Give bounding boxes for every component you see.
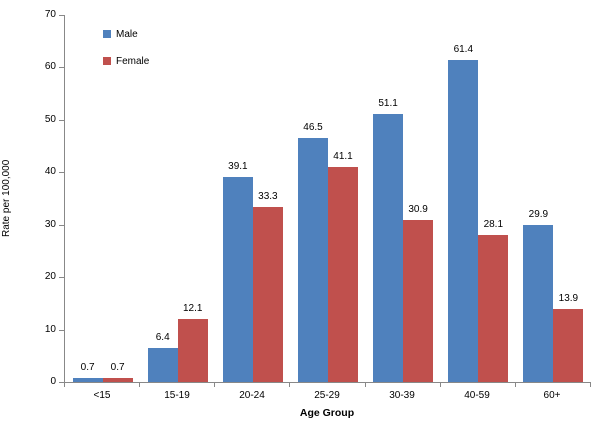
y-axis-tick: [59, 225, 64, 226]
bar-female-20-24: [252, 207, 283, 382]
legend-item-male: Male: [103, 28, 149, 40]
data-label-female-20-24: 33.3: [258, 191, 278, 203]
data-label-female-30-39: 30.9: [408, 204, 428, 215]
data-label-female-15: 0.7: [110, 362, 125, 374]
x-axis-tick: [365, 383, 366, 387]
y-axis-tick-label: 60: [44, 61, 56, 72]
legend: Male Female: [103, 28, 149, 82]
y-axis-tick-label: 0: [50, 376, 56, 387]
x-axis-tick: [590, 383, 591, 387]
female-color-swatch: [103, 57, 111, 65]
male-color-swatch: [103, 30, 111, 38]
x-axis-tick: [515, 383, 516, 387]
legend-label-female: Female: [116, 55, 150, 67]
y-axis-tick-label: 70: [44, 9, 56, 20]
bar-female-25-29: [328, 166, 358, 382]
bar-female-15-19: [177, 318, 208, 382]
legend-label-male: Male: [116, 28, 138, 40]
bar-female-15: [102, 378, 133, 382]
bar-male-30-39: [373, 114, 404, 382]
bar-male-25-29: [298, 138, 328, 382]
x-axis-category-label: <15: [93, 390, 111, 401]
x-axis-title: Age Group: [299, 407, 355, 419]
x-axis-category-label: 20-24: [239, 390, 265, 401]
y-axis-tick: [59, 277, 64, 278]
y-axis-tick-label: 10: [44, 324, 56, 335]
data-label-female-60+: 13.9: [558, 293, 579, 305]
x-axis-tick: [440, 383, 441, 387]
data-label-male-20-24: 39.1: [228, 161, 248, 172]
bar-male-20-24: [222, 177, 253, 382]
y-axis-tick: [59, 172, 64, 173]
y-axis-tick-label: 40: [44, 166, 56, 177]
x-axis-category-label: 40-59: [464, 390, 490, 401]
data-label-male-25-29: 46.5: [303, 122, 323, 134]
data-label-female-40-59: 28.1: [483, 218, 504, 230]
data-label-male-40-59: 61.4: [453, 44, 474, 56]
x-axis-category-label: 15-19: [164, 390, 190, 401]
bar-female-40-59: [478, 234, 509, 382]
bar-male-15: [72, 378, 103, 382]
y-axis-tick-label: 20: [44, 271, 56, 282]
legend-item-female: Female: [103, 55, 149, 67]
bar-male-40-59: [448, 60, 479, 382]
x-axis-tick: [289, 383, 290, 387]
bar-male-15-19: [147, 348, 178, 382]
data-label-female-15-19: 12.1: [182, 302, 203, 314]
x-axis-tick: [214, 383, 215, 387]
x-axis-category-label: 60+: [543, 390, 561, 401]
data-label-male-60+: 29.9: [528, 209, 549, 221]
x-axis-category-label: 25-29: [314, 390, 340, 401]
bar-female-60+: [553, 309, 584, 382]
plot-area: 0.7 6.4 39.1 46.5 51.1 61.4 29.9 0.7 12.1 33.3 41.…: [64, 15, 591, 383]
y-axis-tick-label: 30: [44, 219, 56, 230]
bar-male-60+: [523, 225, 554, 382]
y-axis-title: Rate per 100,000: [1, 159, 12, 238]
data-label-male-30-39: 51.1: [378, 98, 398, 110]
x-axis-tick: [139, 383, 140, 387]
bar-female-30-39: [403, 220, 434, 382]
y-axis-tick: [59, 120, 64, 121]
data-label-male-15-19: 6.4: [155, 332, 170, 344]
data-label-female-25-29: 41.1: [333, 150, 353, 162]
y-axis-tick: [59, 330, 64, 331]
data-label-male-15: 0.7: [80, 362, 95, 374]
y-axis-tick: [59, 15, 64, 16]
y-axis-tick: [59, 67, 64, 68]
x-axis-category-label: 30-39: [389, 390, 415, 401]
x-axis-tick: [64, 383, 65, 387]
y-axis-tick-label: 50: [44, 114, 56, 125]
y-axis-tick: [59, 382, 64, 383]
